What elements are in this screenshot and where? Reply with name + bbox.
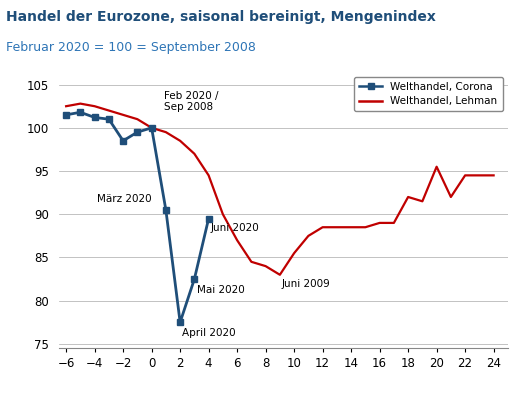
Text: Juni 2020: Juni 2020 xyxy=(211,223,260,233)
Legend: Welthandel, Corona, Welthandel, Lehman: Welthandel, Corona, Welthandel, Lehman xyxy=(354,77,503,111)
Text: Handel der Eurozone, saisonal bereinigt, Mengenindex: Handel der Eurozone, saisonal bereinigt,… xyxy=(6,10,436,23)
Text: Feb 2020 /
Sep 2008: Feb 2020 / Sep 2008 xyxy=(164,91,218,112)
Text: Quelle:CPB Netherlands Bureau for Economic Policy Analysis, eigene Berechnungen : Quelle:CPB Netherlands Bureau for Econom… xyxy=(4,375,462,384)
Text: Mai 2020: Mai 2020 xyxy=(196,285,244,295)
Text: März 2020: März 2020 xyxy=(97,194,152,204)
Text: Juni 2009: Juni 2009 xyxy=(282,279,331,289)
Text: April 2020: April 2020 xyxy=(182,328,236,338)
Text: Februar 2020 = 100 = September 2008: Februar 2020 = 100 = September 2008 xyxy=(6,41,256,55)
